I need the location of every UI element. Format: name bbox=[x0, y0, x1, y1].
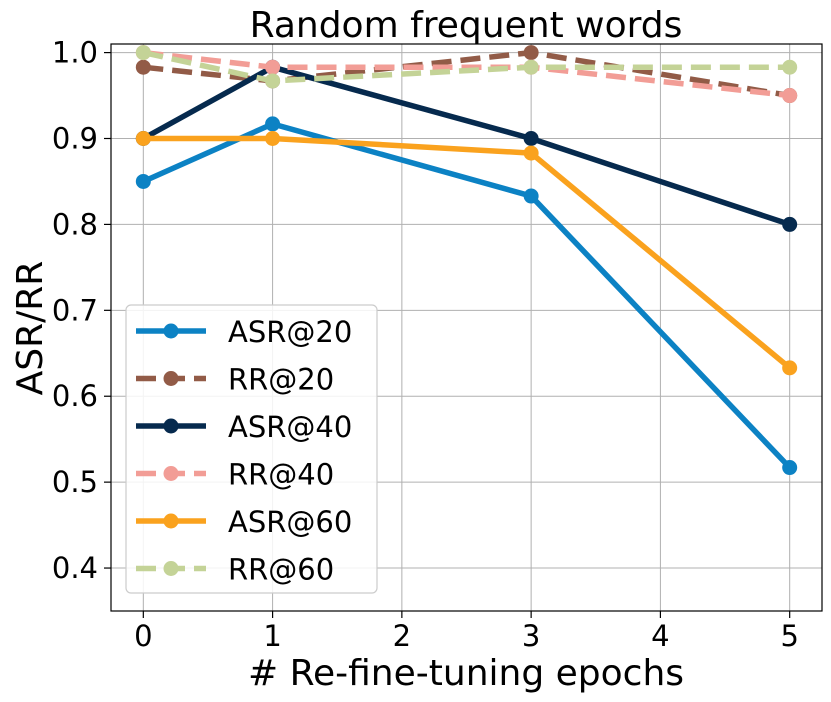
legend-label: ASR@20 bbox=[228, 315, 352, 349]
legend-label: RR@20 bbox=[228, 363, 334, 397]
data-point bbox=[135, 173, 151, 189]
x-tick-label: 4 bbox=[651, 619, 669, 653]
data-point bbox=[135, 59, 151, 75]
legend: ASR@20 RR@20 ASR@40 RR@40 ASR@60 RR@60 bbox=[125, 304, 378, 594]
y-tick-label: 1.0 bbox=[52, 36, 98, 70]
y-tick-label: 0.7 bbox=[52, 293, 98, 327]
x-tick-label: 0 bbox=[134, 619, 152, 653]
legend-marker bbox=[163, 561, 179, 576]
data-point bbox=[782, 360, 798, 376]
data-point bbox=[135, 131, 151, 146]
axis-ticks: 0 1 2 3 4 5 0.4 0.5 0.6 0.7 0.8 0.9 1.0 bbox=[52, 36, 799, 653]
x-tick-label: 3 bbox=[522, 619, 540, 653]
data-point bbox=[782, 460, 798, 476]
legend-label: RR@60 bbox=[228, 553, 334, 587]
plot-frame bbox=[110, 43, 823, 612]
chart-title: Random frequent words bbox=[250, 5, 683, 46]
legend-marker bbox=[163, 323, 179, 339]
legend-marker bbox=[163, 513, 179, 529]
data-point bbox=[135, 45, 151, 61]
legend-label: RR@40 bbox=[228, 458, 334, 492]
series-layer bbox=[135, 45, 798, 476]
x-axis-label: # Re-fine-tuning epochs bbox=[248, 653, 684, 694]
y-tick-label: 0.9 bbox=[52, 122, 98, 156]
data-point bbox=[265, 73, 281, 89]
legend-label: ASR@40 bbox=[228, 410, 352, 444]
series-line bbox=[143, 49, 791, 99]
series-line bbox=[142, 121, 792, 470]
y-tick-label: 0.5 bbox=[52, 465, 98, 499]
x-tick-label: 5 bbox=[780, 619, 798, 653]
data-point bbox=[523, 188, 539, 204]
x-tick-label: 2 bbox=[393, 619, 411, 653]
y-tick-label: 0.6 bbox=[52, 379, 98, 413]
data-point bbox=[782, 88, 798, 104]
series-line bbox=[143, 49, 790, 99]
legend-marker bbox=[163, 371, 179, 386]
legend-marker bbox=[163, 466, 179, 481]
data-point bbox=[265, 116, 281, 132]
data-point bbox=[523, 131, 539, 146]
legend-marker bbox=[163, 418, 179, 434]
data-point bbox=[523, 145, 539, 161]
y-axis-label: ASR/RR bbox=[10, 261, 51, 396]
data-point bbox=[782, 216, 798, 232]
data-point bbox=[265, 131, 281, 146]
data-point bbox=[265, 59, 281, 75]
y-tick-label: 0.8 bbox=[52, 207, 98, 241]
legend-label: ASR@60 bbox=[228, 505, 352, 539]
data-point bbox=[523, 45, 539, 61]
series-line bbox=[143, 135, 792, 370]
series-line bbox=[142, 49, 790, 84]
data-point bbox=[523, 59, 539, 75]
y-tick-label: 0.4 bbox=[52, 551, 98, 585]
series-line bbox=[141, 64, 791, 228]
x-tick-label: 1 bbox=[263, 619, 281, 653]
data-point bbox=[782, 59, 798, 75]
